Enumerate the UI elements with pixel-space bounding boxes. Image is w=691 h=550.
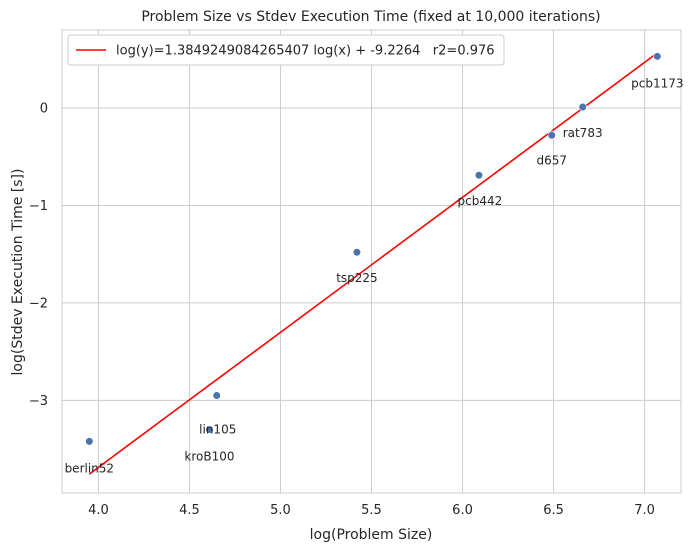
data-point [212, 391, 221, 400]
x-tick-label: 7.0 [634, 503, 655, 518]
point-label: pcb1173 [631, 76, 683, 90]
point-label: pcb442 [458, 194, 503, 208]
x-tick-label: 5.5 [361, 503, 382, 518]
point-labels-layer: berlin52 kroB100 lin105 tsp225 pcb442 d657 rat… [65, 76, 684, 475]
data-point [578, 102, 587, 112]
data-point [653, 52, 662, 61]
point-label: rat783 [563, 126, 603, 140]
y-axis-label: log(Stdev Execution Time [s]) [10, 169, 26, 376]
legend-box [67, 34, 505, 66]
x-tick-label: 6.0 [452, 503, 473, 518]
grid-layer [62, 30, 681, 493]
point-label: tsp225 [336, 271, 377, 285]
legend: log(y)=1.3849249084265407 log(x) + -9.22… [67, 34, 505, 66]
chart-title: Problem Size vs Stdev Execution Time (fi… [141, 9, 600, 25]
x-tick-label: 4.0 [88, 503, 109, 518]
plot-frame [61, 29, 682, 494]
data-point [352, 248, 362, 257]
data-point [474, 171, 484, 180]
y-tick-label: −1 [29, 199, 48, 214]
point-label: kroB100 [184, 450, 234, 464]
y-tick-label: −2 [29, 296, 48, 311]
y-tick-label: −3 [29, 394, 48, 409]
point-label: berlin52 [65, 461, 114, 475]
legend-entry-fit: log(y)=1.3849249084265407 log(x) + -9.22… [116, 44, 495, 59]
fit-layer [88, 52, 658, 475]
tick-labels-layer: 4.0 4.5 5.0 5.5 6.0 6.5 7.0 −3 −2 −1 0 [29, 101, 655, 518]
data-point [547, 131, 556, 140]
fit-line [88, 52, 658, 475]
y-tick-label: 0 [40, 101, 48, 116]
x-tick-label: 4.5 [179, 503, 200, 518]
x-axis-label: log(Problem Size) [310, 527, 433, 543]
x-tick-label: 5.0 [270, 503, 291, 518]
data-point [85, 437, 94, 446]
x-tick-label: 6.5 [543, 503, 564, 518]
point-label: lin105 [199, 423, 236, 437]
points-layer [85, 52, 662, 446]
data-point [205, 425, 214, 434]
point-label: d657 [536, 153, 567, 167]
